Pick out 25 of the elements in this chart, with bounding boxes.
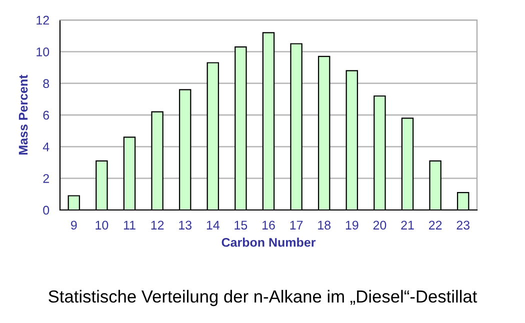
y-axis-title: Mass Percent — [18, 74, 28, 154]
x-tick-label: 16 — [262, 220, 275, 230]
x-tick-label: 10 — [96, 220, 108, 230]
y-tick-label: 10 — [36, 47, 50, 56]
y-tick-label: 8 — [43, 79, 50, 88]
x-tick-label: 17 — [290, 220, 303, 230]
y-tick-label: 12 — [36, 16, 49, 25]
x-tick-label: 11 — [124, 220, 136, 230]
y-tick-label: 6 — [43, 110, 50, 120]
x-tick-label: 21 — [401, 220, 414, 230]
text: Statistische Verteilung der n-Alkane im „Diesel“-Destillat — [48, 290, 478, 306]
y-tick-label: 4 — [42, 142, 50, 152]
x-tick-label: 22 — [428, 220, 442, 230]
x-tick-label: 19 — [346, 220, 358, 230]
x-tick-label: 18 — [318, 220, 331, 230]
x-tick-label: 12 — [151, 220, 164, 230]
x-axis-title: Carbon Number — [222, 238, 316, 247]
x-tick-label: 14 — [206, 220, 220, 230]
y-tick-label: 2 — [43, 174, 49, 183]
x-tick-label: 20 — [373, 220, 386, 230]
x-tick-label: 9 — [71, 220, 77, 230]
x-tick-label: 23 — [456, 220, 470, 230]
x-tick-label: 13 — [179, 220, 192, 230]
x-tick-label: 15 — [234, 220, 248, 230]
y-tick-label: 0 — [43, 206, 50, 215]
